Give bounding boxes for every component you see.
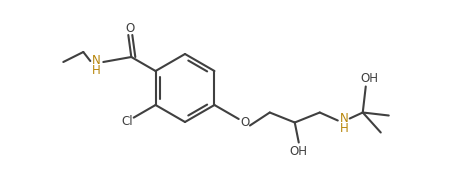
Text: H: H [339,122,348,135]
Text: Cl: Cl [121,115,132,128]
Text: H: H [92,64,101,78]
Text: O: O [240,116,249,129]
Text: OH: OH [290,145,308,158]
Text: N: N [339,112,348,125]
Text: O: O [126,21,135,35]
Text: N: N [92,55,101,67]
Text: OH: OH [361,72,379,85]
